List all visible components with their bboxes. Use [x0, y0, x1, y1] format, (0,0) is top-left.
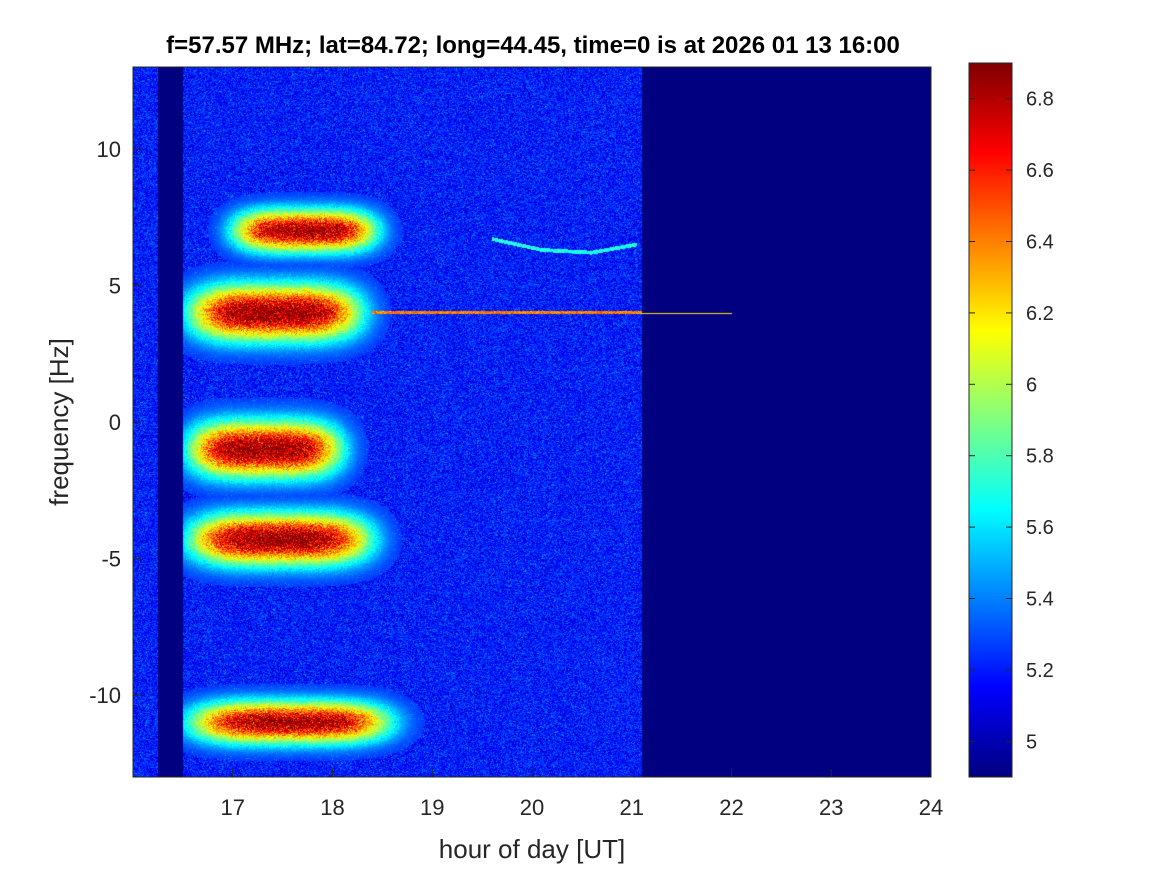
y-tick-label: -10	[89, 683, 121, 708]
x-tick-label: 19	[420, 795, 444, 820]
y-axis-label: frequency [Hz]	[44, 338, 74, 506]
x-tick-label: 20	[520, 795, 544, 820]
x-tick-label: 17	[221, 795, 245, 820]
colorbar: 5 5.2 5.4 5.6 5.8 6 6.2 6.4 6.6 6.8	[968, 62, 1054, 778]
colorbar-tick-label: 6	[1026, 374, 1037, 396]
colorbar-tick-label: 6.6	[1026, 160, 1054, 182]
colorbar-tick-label: 5.8	[1026, 446, 1054, 468]
y-tick-label: -5	[101, 547, 121, 572]
x-axis-label: hour of day [UT]	[439, 834, 625, 864]
chart-title: f=57.57 MHz; lat=84.72; long=44.45, time…	[166, 32, 900, 59]
x-tick-label: 18	[320, 795, 344, 820]
colorbar-tick-label: 6.2	[1026, 303, 1054, 325]
x-tick-label: 24	[919, 795, 943, 820]
x-tick-label: 22	[719, 795, 743, 820]
colorbar-tick-label: 5.2	[1026, 660, 1054, 682]
colorbar-ticks: 5 5.2 5.4 5.6 5.8 6 6.2 6.4 6.6 6.8	[969, 89, 1054, 753]
heatmap-image	[133, 67, 931, 777]
y-axis: -10 -5 0 5 10	[89, 137, 141, 708]
colorbar-tick-label: 5.6	[1026, 517, 1054, 539]
y-tick-label: 0	[109, 410, 121, 435]
colorbar-frame	[968, 62, 1013, 778]
colorbar-tick-label: 6.8	[1026, 89, 1054, 111]
y-tick-label: 10	[97, 137, 121, 162]
x-axis: 17 18 19 20 21 22 23 24	[221, 769, 943, 820]
x-tick-label: 21	[620, 795, 644, 820]
y-tick-label: 5	[109, 273, 121, 298]
heatmap-canvas-wrapper	[133, 67, 931, 777]
plot-area	[132, 66, 932, 778]
colorbar-tick-label: 5.4	[1026, 589, 1054, 611]
colorbar-gradient	[969, 63, 1012, 777]
colorbar-tick-label: 6.4	[1026, 232, 1054, 254]
x-tick-label: 23	[819, 795, 843, 820]
colorbar-tick-label: 5	[1026, 731, 1037, 753]
